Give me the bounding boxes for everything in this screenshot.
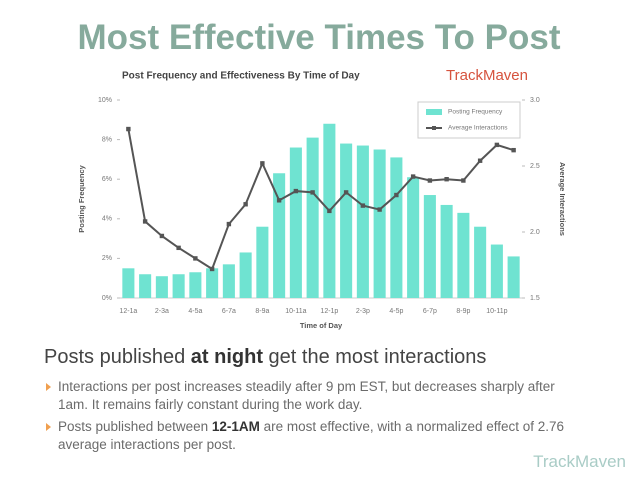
bullet-emphasis: 12-1AM xyxy=(211,419,260,434)
tick-label: 1.5 xyxy=(530,295,540,302)
line-marker xyxy=(126,126,131,132)
tick-label: 6% xyxy=(102,176,112,183)
line-marker xyxy=(511,147,516,153)
line-marker xyxy=(159,233,165,239)
bar xyxy=(189,272,202,298)
bullet-text: Posts published between xyxy=(58,419,212,434)
line-marker xyxy=(360,203,366,208)
bar xyxy=(440,204,453,298)
bar xyxy=(474,226,487,298)
tick-label: 3.0 xyxy=(530,97,540,104)
subtitle: Posts published at night get the most in… xyxy=(44,346,486,369)
line-marker xyxy=(377,207,382,212)
x-tick-label: 12-1a xyxy=(119,308,137,315)
line-marker xyxy=(444,177,449,182)
y2-axis-title: Average Interactions xyxy=(558,162,567,236)
tick-label: 0% xyxy=(102,295,112,302)
bullet-text: Interactions per post increases steadily… xyxy=(58,379,555,412)
line-marker xyxy=(243,202,248,207)
x-tick-label: 2-3a xyxy=(155,308,169,315)
bar xyxy=(490,244,503,298)
line-marker xyxy=(142,219,148,224)
bar xyxy=(373,149,386,298)
bar xyxy=(306,137,319,298)
line-marker xyxy=(410,174,416,179)
tick-label: 10% xyxy=(98,97,112,104)
bullet: Interactions per post increases steadily… xyxy=(46,378,578,414)
line-marker xyxy=(394,192,399,198)
line-marker xyxy=(461,178,466,183)
line-marker xyxy=(226,221,232,227)
legend-label: Average Interactions xyxy=(448,125,508,132)
x-tick-label: 4-5p xyxy=(389,308,403,315)
x-tick-label: 12-1p xyxy=(320,308,338,315)
bar xyxy=(390,157,403,298)
line-marker xyxy=(327,208,332,214)
line-marker xyxy=(293,188,299,194)
slide-title: Most Effective Times To Post xyxy=(77,18,561,57)
legend-box xyxy=(417,101,521,139)
line-marker xyxy=(310,190,315,195)
tick-label: 2% xyxy=(102,255,112,262)
bar xyxy=(139,274,152,298)
tick-label: 2.5 xyxy=(530,163,540,170)
legend-label: Posting Frequency xyxy=(448,109,503,116)
x-tick-label: 6-7a xyxy=(222,308,236,315)
bar xyxy=(239,252,252,298)
x-tick-label: 6-7p xyxy=(423,308,437,315)
x-tick-label: 2-3p xyxy=(356,308,370,315)
line-marker xyxy=(209,266,215,272)
subtitle-emphasis: at night xyxy=(190,346,263,368)
line-marker xyxy=(477,158,483,163)
subtitle-text: Posts published xyxy=(44,346,191,368)
line-marker xyxy=(427,178,433,183)
line-marker xyxy=(494,142,500,148)
bar xyxy=(423,195,436,298)
line xyxy=(127,128,514,271)
bar xyxy=(457,212,470,298)
tick-label: 8% xyxy=(102,136,112,143)
bullet: Posts published between 12-1AM are most … xyxy=(46,418,578,454)
tick-label: 2.0 xyxy=(530,229,540,236)
bar xyxy=(356,145,369,298)
legend-swatch xyxy=(426,109,442,115)
chart: Post Frequency and Effectiveness By Time… xyxy=(77,67,567,330)
x-tick-label: 10-11p xyxy=(486,308,507,315)
bar xyxy=(340,143,353,298)
tick-label: 4% xyxy=(102,216,112,223)
line-marker xyxy=(343,190,349,195)
legend-swatch xyxy=(432,126,436,130)
x-tick-label: 8-9a xyxy=(255,308,269,315)
bar xyxy=(222,264,235,298)
bar xyxy=(289,147,302,298)
x-tick-label: 10-11a xyxy=(285,308,306,315)
bar xyxy=(273,173,286,298)
bar xyxy=(155,276,168,298)
bar xyxy=(122,268,135,298)
bar xyxy=(256,226,269,298)
line-marker xyxy=(193,256,198,261)
subtitle-text: get the most interactions xyxy=(262,346,487,368)
line-marker xyxy=(260,161,265,166)
bar xyxy=(407,177,420,298)
bar xyxy=(172,274,185,298)
bullet-text: are most effective, with a normalized ef… xyxy=(58,419,565,452)
x-tick-label: 4-5a xyxy=(188,308,202,315)
x-axis-title: Time of Day xyxy=(300,321,343,330)
x-tick-label: 8-9p xyxy=(456,308,470,315)
line-marker xyxy=(276,198,282,203)
logo: TrackMaven xyxy=(446,67,528,84)
chart-title: Post Frequency and Effectiveness By Time… xyxy=(122,71,360,82)
y-axis-title: Posting Frequency xyxy=(77,164,86,232)
bar xyxy=(206,268,219,298)
line-marker xyxy=(176,245,181,251)
brand: TrackMaven xyxy=(533,452,626,471)
bar xyxy=(507,256,520,298)
